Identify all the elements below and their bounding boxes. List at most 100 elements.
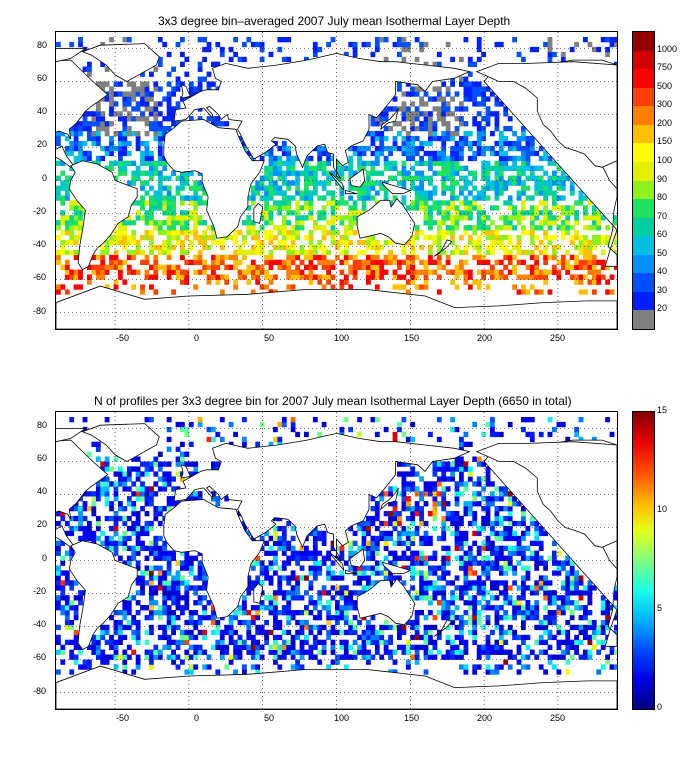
bin-cell: [423, 481, 429, 487]
bin-cell: [264, 274, 269, 280]
bin-cell: [516, 644, 522, 650]
bin-cell: [565, 644, 571, 650]
bin-cell: [308, 644, 314, 650]
bin-cell: [69, 654, 75, 660]
bin-cell: [317, 659, 323, 665]
bin-cell: [295, 664, 300, 670]
bin-cell: [228, 254, 234, 261]
bin-cell: [441, 535, 447, 542]
coastline: [475, 61, 617, 168]
bin-cell: [512, 244, 517, 251]
bin-cell: [565, 225, 571, 231]
bin-cell: [476, 46, 482, 53]
bin-cell: [219, 644, 225, 650]
bin-cell: [459, 461, 464, 467]
bin-cell: [193, 555, 199, 561]
bin-cell: [614, 264, 617, 270]
bin-cell: [543, 649, 548, 655]
bin-cell: [370, 629, 376, 636]
bin-cell: [113, 249, 119, 256]
bin-cell: [410, 481, 416, 487]
bin-cell: [352, 220, 358, 226]
bin-cell: [100, 249, 106, 256]
bin-cell: [366, 619, 371, 626]
bin-cell: [414, 615, 420, 621]
bin-cell: [352, 150, 358, 157]
bin-cell: [512, 284, 517, 290]
bin-cell: [197, 644, 203, 650]
bin-cell: [268, 629, 274, 636]
bin-cell: [467, 71, 473, 77]
bin-cell: [565, 575, 571, 581]
bin-cell: [366, 654, 371, 660]
bin-cell: [122, 150, 128, 157]
bin-cell: [162, 175, 168, 181]
bin-cell: [250, 585, 256, 591]
bin-cell: [219, 121, 225, 127]
bin-cell: [184, 225, 190, 231]
bin-cell: [255, 629, 261, 636]
bin-cell: [109, 254, 114, 261]
bin-cell: [184, 585, 190, 591]
bin-cell: [552, 235, 557, 241]
bin-cell: [348, 550, 354, 556]
bin-cell: [472, 580, 478, 586]
bin-cell: [485, 481, 491, 487]
bin-cell: [388, 511, 393, 517]
bin-cell: [503, 155, 509, 162]
bin-cell: [246, 590, 252, 596]
bin-cell: [259, 590, 265, 596]
bin-cell: [193, 195, 199, 201]
bin-cell: [299, 644, 305, 650]
bin-cell: [215, 259, 221, 265]
bin-cell: [73, 155, 79, 162]
bin-cell: [317, 239, 323, 246]
bin-cell: [330, 585, 336, 591]
bin-cell: [237, 274, 243, 280]
bin-cell: [281, 590, 287, 596]
bin-cell: [184, 580, 190, 586]
bin-cell: [118, 501, 123, 507]
bin-cell: [521, 590, 526, 596]
bin-cell: [521, 185, 526, 191]
bin-cell: [290, 165, 296, 171]
bin-cell: [290, 610, 296, 616]
bin-cell: [556, 669, 562, 675]
bin-cell: [569, 225, 575, 231]
bin-cell: [374, 180, 380, 186]
bin-cell: [472, 530, 478, 537]
bin-cell: [547, 595, 553, 601]
bin-cell: [379, 135, 385, 142]
bin-cell: [388, 150, 393, 157]
bin-cell: [91, 639, 97, 645]
bin-cell: [255, 610, 261, 616]
bin-cell: [304, 249, 309, 256]
bin-cell: [166, 654, 172, 660]
bin-cell: [428, 249, 433, 256]
bin-cell: [166, 426, 172, 433]
bin-cell: [126, 111, 132, 117]
bin-cell: [507, 126, 513, 132]
bin-cell: [295, 185, 300, 191]
bin-cell: [246, 649, 252, 655]
bin-cell: [357, 165, 362, 171]
bin-cell: [126, 180, 132, 186]
bin-cell: [308, 649, 314, 655]
bin-cell: [348, 590, 354, 596]
bin-cell: [126, 37, 132, 43]
bin-cell: [534, 289, 540, 295]
coastline: [56, 285, 617, 329]
bin-cell: [428, 126, 433, 132]
bin-cell: [463, 506, 469, 512]
bin-cell: [339, 654, 345, 660]
bin-cell: [95, 116, 101, 122]
bin-cell: [343, 279, 349, 285]
bin-cell: [490, 244, 495, 251]
bin-cell: [122, 126, 128, 132]
bin-cell: [259, 215, 265, 221]
bin-cell: [494, 496, 500, 502]
bin-cell: [126, 91, 132, 97]
bin-cell: [180, 175, 185, 181]
bin-cell: [481, 649, 486, 655]
bin-cell: [104, 501, 110, 507]
